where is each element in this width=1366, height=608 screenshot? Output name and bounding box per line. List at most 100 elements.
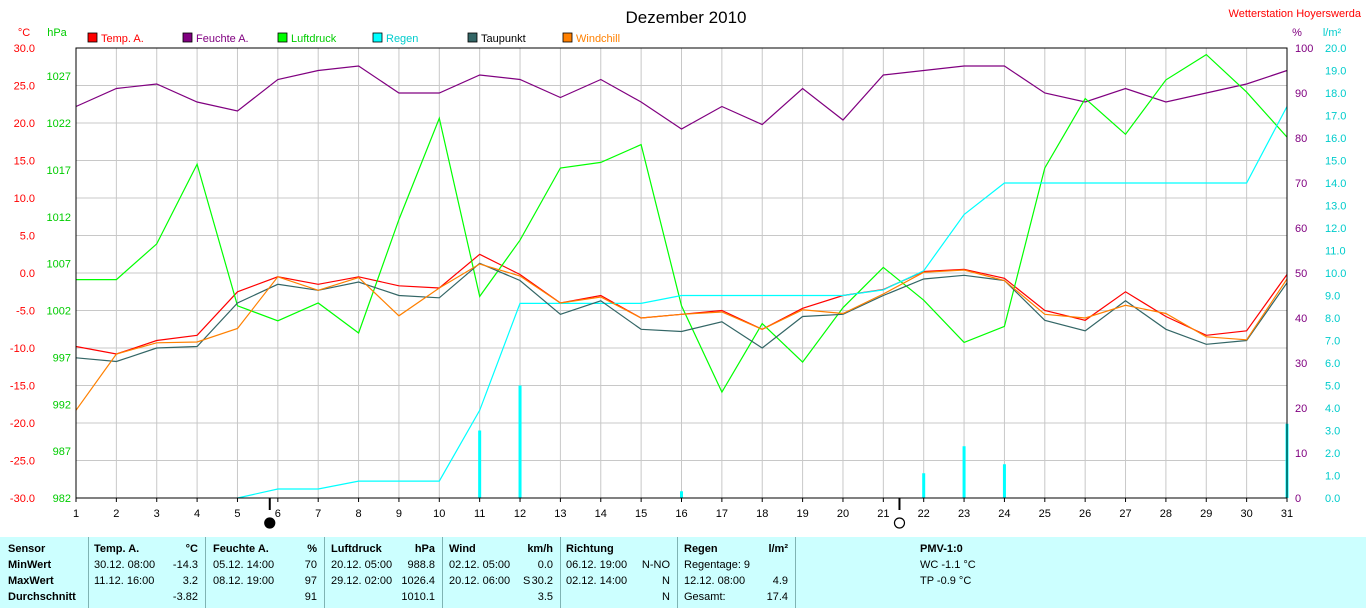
legend: Temp. A. Feuchte A. Luftdruck Regen Taupunkt… (87, 32, 620, 45)
humidity-tick-label: 60 (1295, 223, 1307, 235)
x-tick-label: 10 (433, 508, 445, 520)
rain-tick-label: 13.0 (1325, 201, 1346, 213)
temp-max-time: 11.12. 16:00 (94, 575, 155, 587)
x-tick-label: 1 (73, 508, 79, 520)
x-tick-label: 3 (154, 508, 160, 520)
temp-avg-value: -3.82 (172, 591, 198, 603)
rain-tick-label: 20.0 (1325, 43, 1346, 55)
rain-max-time: 12.12. 08:00 (684, 575, 746, 587)
x-tick-label: 21 (877, 508, 889, 520)
pressure-tick-label: 987 (53, 446, 71, 458)
legend-label: Feuchte A. (196, 33, 249, 45)
rain-tick-label: 16.0 (1325, 133, 1346, 145)
legend-label: Temp. A. (101, 33, 144, 45)
x-tick-label: 26 (1079, 508, 1091, 520)
new-moon-icon (893, 517, 906, 529)
rain-total-value: 17.4 (766, 591, 788, 603)
rain-tick-label: 3.0 (1325, 426, 1340, 438)
row-label-min: MinWert (8, 559, 52, 571)
x-tick-label: 2 (113, 508, 119, 520)
temp-tick-label: 5.0 (20, 231, 35, 243)
x-tick-label: 13 (554, 508, 566, 520)
series-line-windchill (75, 263, 1288, 411)
direction-max-time: 02.12. 14:00 (566, 575, 628, 587)
temp-tick-label: -20.0 (10, 418, 35, 430)
temp-tick-label: 15.0 (14, 156, 35, 168)
direction-max-value: N (662, 575, 670, 587)
humidity-max-value: 97 (304, 575, 317, 587)
x-tick-label: 17 (716, 508, 728, 520)
pressure-tick-label: 1007 (47, 259, 71, 271)
humidity-max-time: 08.12. 19:00 (213, 575, 275, 587)
humidity-tick-label: 10 (1295, 448, 1307, 460)
rain-tick-label: 1.0 (1325, 471, 1340, 483)
station-name: Wetterstation Hoyerswerda (1229, 8, 1362, 20)
legend-swatch (562, 32, 573, 43)
chart-title: Dezember 2010 (626, 8, 747, 27)
pressure-tick-label: 1027 (47, 71, 71, 83)
divider (205, 537, 206, 608)
x-tick-label: 27 (1119, 508, 1131, 520)
temp-tick-label: 20.0 (14, 118, 35, 130)
temp-header: Temp. A. (94, 543, 140, 555)
humidity-tick-label: 40 (1295, 313, 1307, 325)
rain-tick-label: 6.0 (1325, 358, 1340, 370)
legend-swatch (182, 32, 193, 43)
x-tick-label: 16 (675, 508, 687, 520)
legend-swatch (467, 32, 478, 43)
x-tick-label: 20 (837, 508, 849, 520)
wind-max-time: 20.12. 06:00 (449, 575, 511, 587)
rain-tick-label: 11.0 (1325, 246, 1346, 258)
legend-label: Windchill (576, 33, 620, 45)
temp-tick-label: -15.0 (10, 381, 35, 393)
x-tick-label: 25 (1039, 508, 1051, 520)
divider (442, 537, 443, 608)
full-moon-icon (264, 517, 276, 529)
x-tick-label: 15 (635, 508, 647, 520)
temp-tick-label: -30.0 (10, 493, 35, 505)
x-tick-label: 5 (234, 508, 240, 520)
pressure-tick-label: 1017 (47, 165, 71, 177)
row-label-max: MaxWert (8, 575, 54, 587)
legend-swatch (277, 32, 288, 43)
temp-min-time: 30.12. 08:00 (94, 559, 156, 571)
pmv-windchill: WC -1.1 °C (920, 559, 976, 571)
rain-tick-label: 10.0 (1325, 268, 1346, 280)
humidity-axis-unit: % (1292, 27, 1302, 39)
temp-tick-label: 30.0 (14, 43, 35, 55)
wind-max-dir: S (523, 575, 531, 587)
humidity-tick-label: 30 (1295, 358, 1307, 370)
temp-tick-label: 0.0 (20, 268, 35, 280)
sensor-header: Sensor (8, 543, 46, 555)
wind-unit: km/h (527, 543, 553, 555)
wind-header: Wind (449, 543, 476, 555)
pressure-max-value: 1026.4 (401, 575, 435, 587)
humidity-tick-label: 100 (1295, 43, 1313, 55)
rain-tick-label: 5.0 (1325, 381, 1340, 393)
pressure-tick-label: 982 (53, 493, 71, 505)
humidity-tick-label: 90 (1295, 88, 1307, 100)
legend-label: Regen (386, 33, 418, 45)
x-tick-label: 22 (918, 508, 930, 520)
temp-tick-label: 10.0 (14, 193, 35, 205)
rain-tick-label: 19.0 (1325, 66, 1346, 78)
x-tick-label: 7 (315, 508, 321, 520)
x-tick-label: 19 (796, 508, 808, 520)
wind-min-time: 02.12. 05:00 (449, 559, 511, 571)
statistics-panel: Sensor MinWert MaxWert Durchschnitt Temp… (0, 537, 1366, 608)
series-line-luftdruck (76, 53, 1288, 394)
humidity-tick-label: 20 (1295, 403, 1307, 415)
rain-tick-label: 2.0 (1325, 448, 1340, 460)
row-label-avg: Durchschnitt (8, 591, 76, 603)
rain-tick-label: 9.0 (1325, 291, 1340, 303)
temp-tick-label: 25.0 (14, 81, 35, 93)
x-tick-label: 8 (356, 508, 362, 520)
humidity-avg-value: 91 (304, 591, 317, 603)
humidity-tick-label: 80 (1295, 133, 1307, 145)
temp-tick-label: -25.0 (10, 456, 35, 468)
temp-max-value: 3.2 (182, 575, 198, 587)
legend-label: Luftdruck (291, 33, 337, 45)
direction-min-value: N-NO (641, 559, 670, 571)
temp-tick-label: -5.0 (16, 306, 35, 318)
rain-tick-label: 0.0 (1325, 493, 1340, 505)
